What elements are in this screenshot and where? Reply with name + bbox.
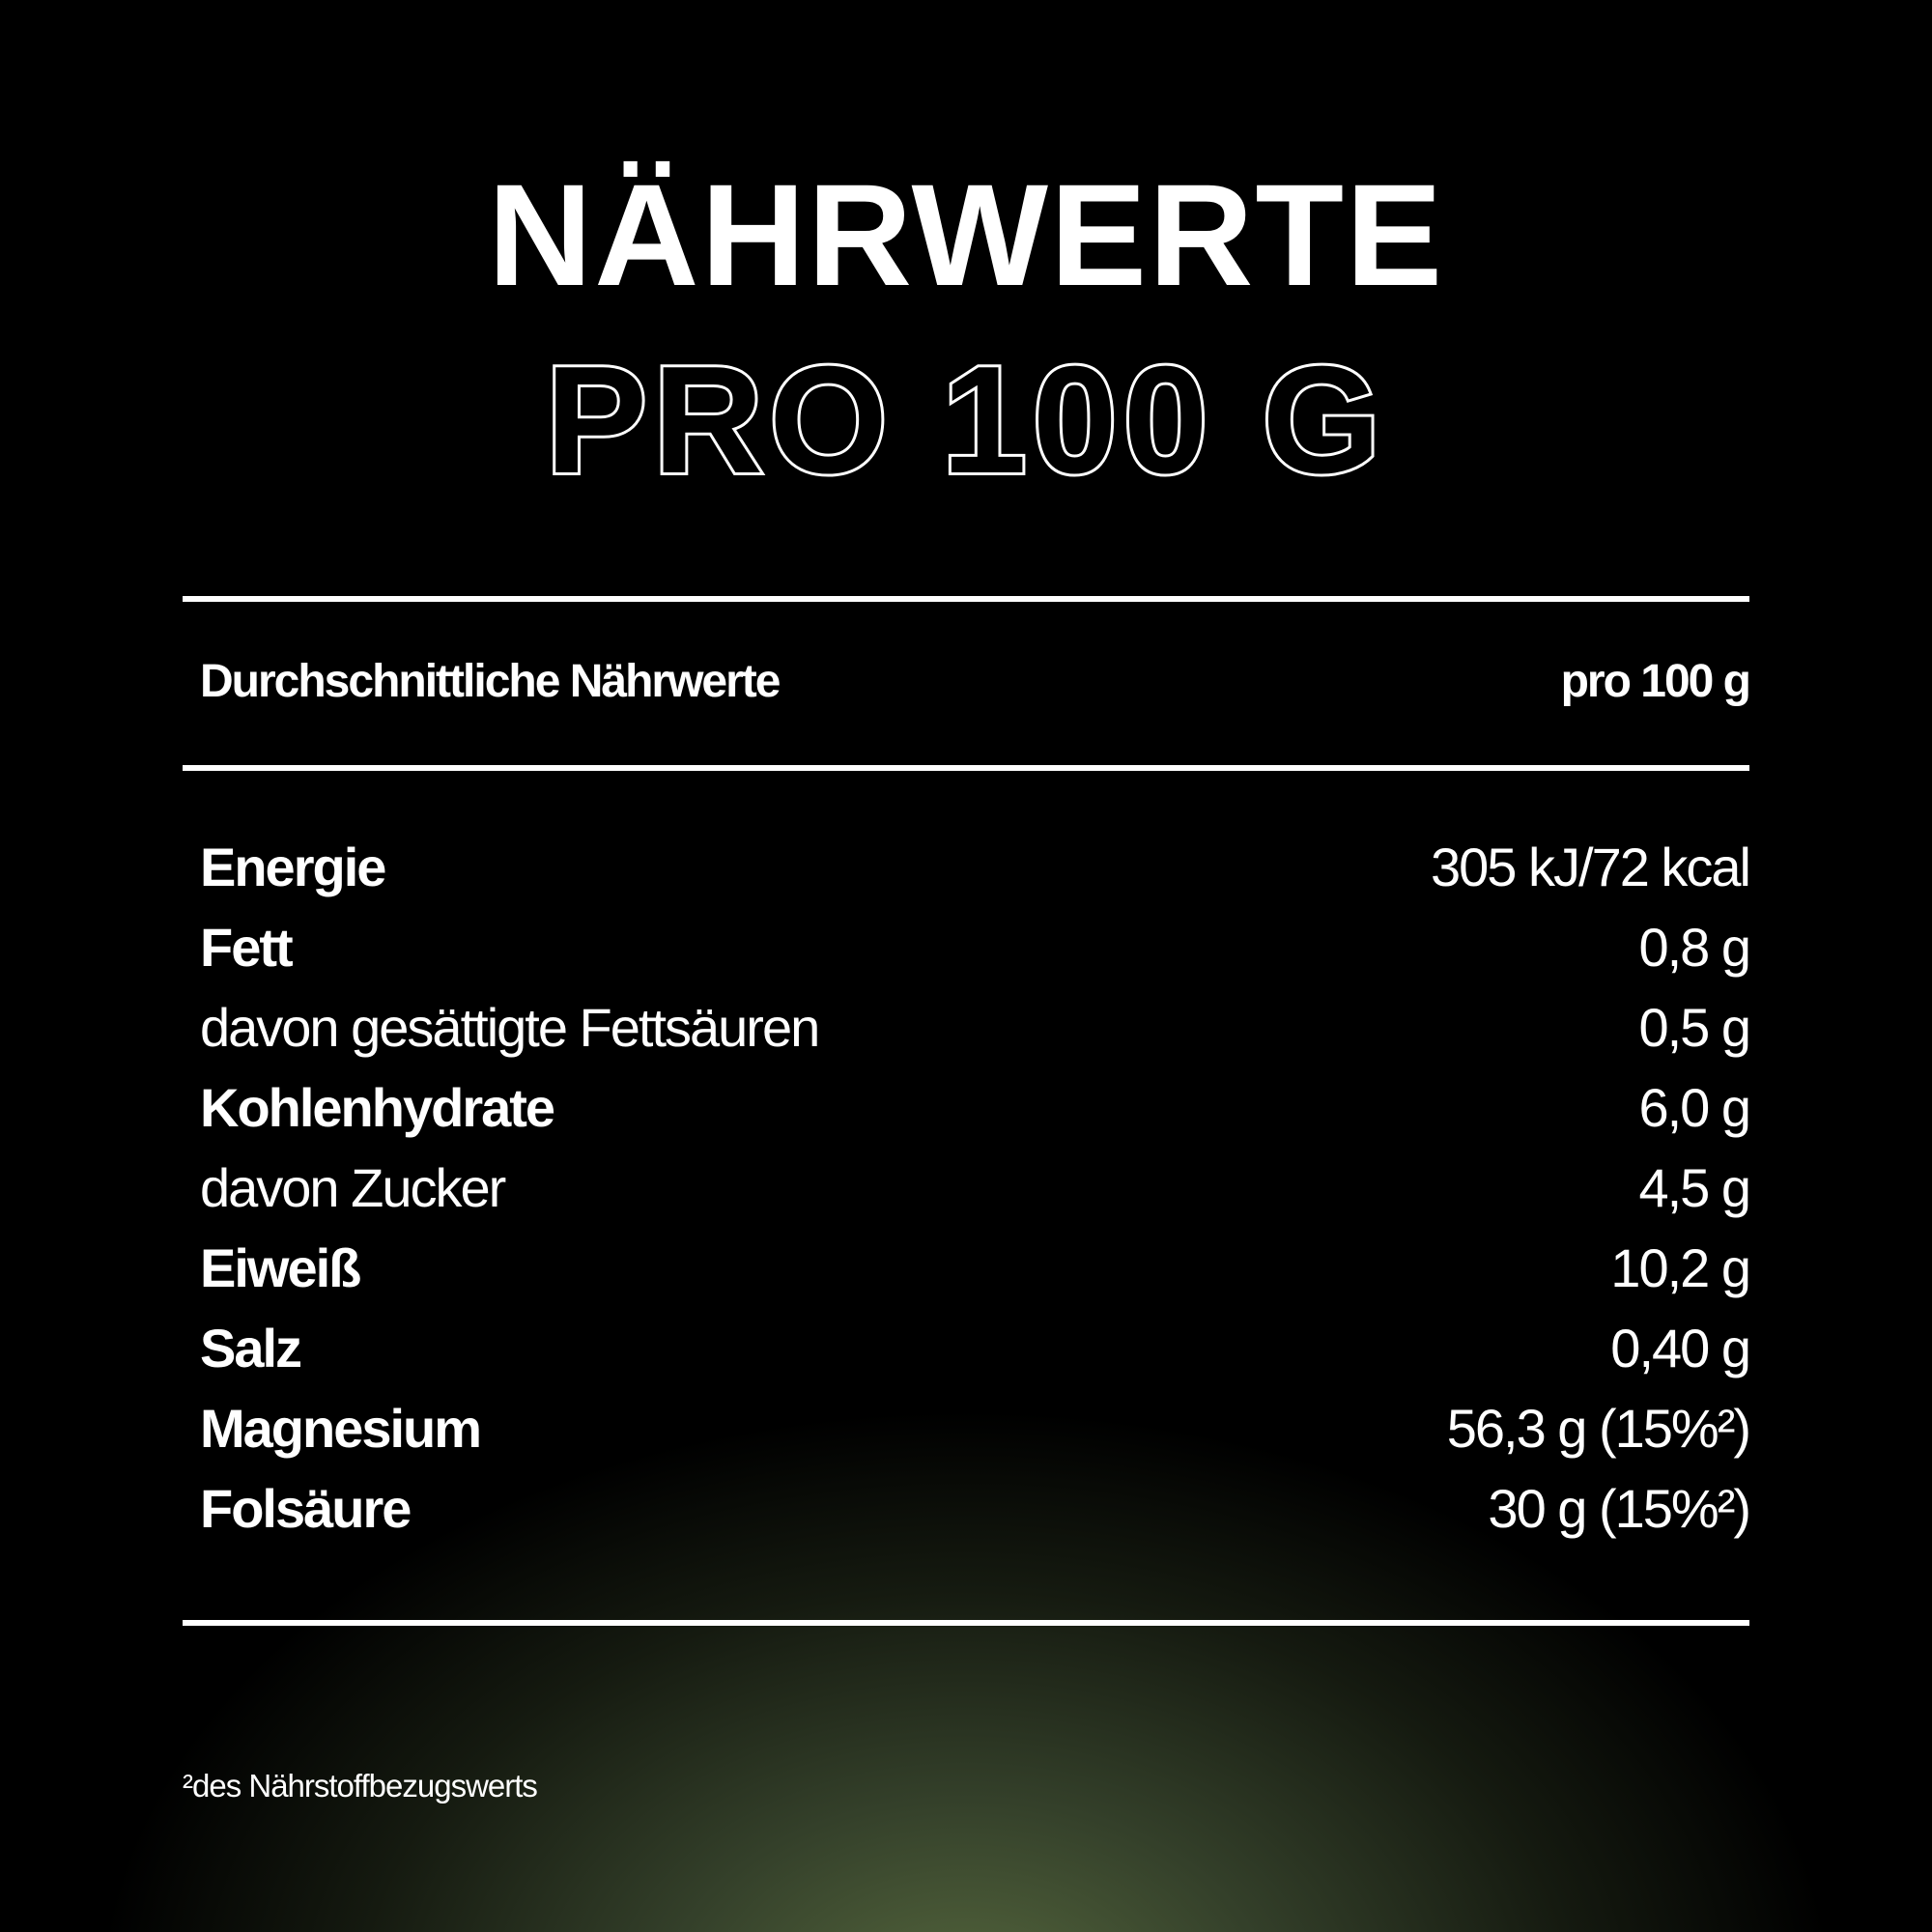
table-row: Magnesium 56,3 g (15%²) xyxy=(200,1388,1751,1468)
row-label: Folsäure xyxy=(200,1478,412,1539)
row-value: 0,8 g xyxy=(1638,917,1751,978)
row-value: 56,3 g (15%²) xyxy=(1446,1398,1751,1459)
page-title: NÄHRWERTE xyxy=(487,154,1445,316)
table-row: Fett 0,8 g xyxy=(200,907,1751,987)
divider-top xyxy=(183,596,1749,602)
row-label: Salz xyxy=(200,1318,302,1378)
row-label: Energie xyxy=(200,837,386,897)
row-label: Eiweiß xyxy=(200,1237,361,1298)
nutrition-table: Energie 305 kJ/72 kcal Fett 0,8 g davon gesä… xyxy=(200,827,1751,1548)
row-value: 0,40 g xyxy=(1610,1318,1751,1378)
table-row: davon Zucker 4,5 g xyxy=(200,1148,1751,1228)
row-label: Magnesium xyxy=(200,1398,482,1459)
header-value: pro 100 g xyxy=(1560,656,1751,707)
page-subtitle: PRO 100 G xyxy=(543,335,1387,505)
row-label: Kohlenhydrate xyxy=(200,1077,555,1138)
header-label: Durchschnittliche Nährwerte xyxy=(200,656,781,707)
table-row: davon gesättigte Fettsäuren 0,5 g xyxy=(200,987,1751,1067)
row-label: davon Zucker xyxy=(200,1157,506,1218)
table-row: Eiweiß 10,2 g xyxy=(200,1228,1751,1308)
row-value: 10,2 g xyxy=(1610,1237,1751,1298)
row-label: davon gesättigte Fettsäuren xyxy=(200,997,820,1058)
divider-header xyxy=(183,765,1749,771)
table-row: Salz 0,40 g xyxy=(200,1308,1751,1388)
row-value: 6,0 g xyxy=(1638,1077,1751,1138)
row-label: Fett xyxy=(200,917,294,978)
row-value: 30 g (15%²) xyxy=(1488,1478,1751,1539)
footnote: ²des Nährstoffbezugswerts xyxy=(183,1768,538,1804)
table-row: Folsäure 30 g (15%²) xyxy=(200,1468,1751,1548)
row-value: 4,5 g xyxy=(1638,1157,1751,1218)
row-value: 305 kJ/72 kcal xyxy=(1431,837,1751,897)
table-row: Energie 305 kJ/72 kcal xyxy=(200,827,1751,907)
table-header: Durchschnittliche Nährwerte pro 100 g xyxy=(200,655,1751,708)
divider-bottom xyxy=(183,1620,1749,1626)
row-value: 0,5 g xyxy=(1638,997,1751,1058)
table-row: Kohlenhydrate 6,0 g xyxy=(200,1067,1751,1148)
